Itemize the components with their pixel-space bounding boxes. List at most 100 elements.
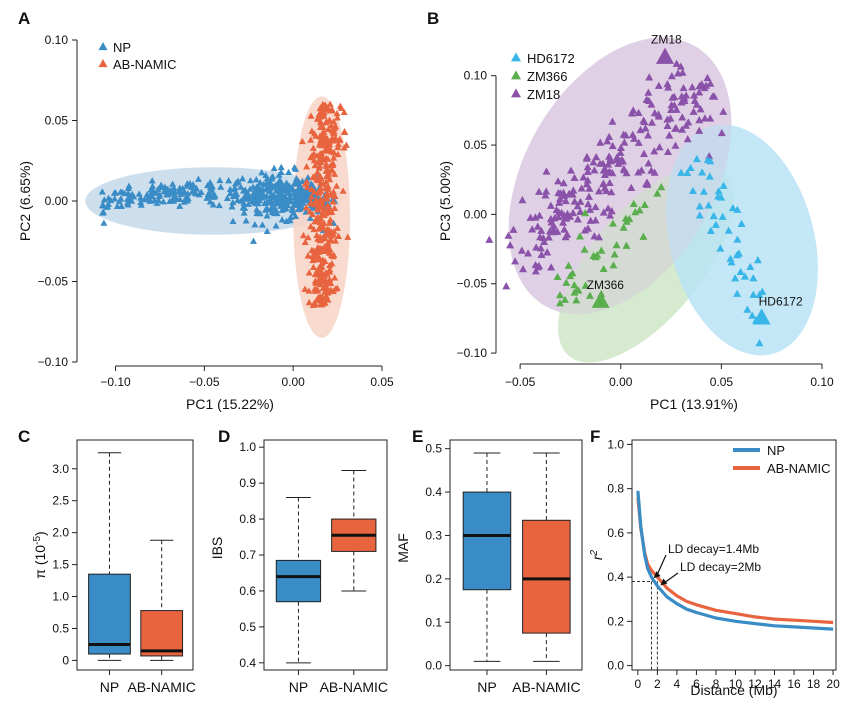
point-zm18 xyxy=(599,179,608,187)
point-zm18 xyxy=(674,69,683,77)
point-np xyxy=(117,202,125,210)
panel-e: E 0.0 0.1 0.2 0.3 0.4 0.5 NP AB-NAMIC MAF xyxy=(395,427,583,695)
point-np xyxy=(294,205,302,213)
point-zm366 xyxy=(597,246,606,254)
xtick-label-f: 2 xyxy=(654,677,661,691)
point-np xyxy=(237,183,245,190)
point-zm18 xyxy=(569,186,578,194)
annotation-label: LD decay=2Mb xyxy=(680,560,761,574)
point-ab-namic xyxy=(324,296,332,303)
point-zm18 xyxy=(627,109,636,117)
point-ab-namic xyxy=(299,231,307,239)
point-zm18 xyxy=(583,163,592,171)
point-np xyxy=(292,175,300,182)
point-ab-namic xyxy=(312,132,320,139)
y-axis-title-sup: 2 xyxy=(589,549,600,556)
point-np xyxy=(237,197,245,204)
point-zm18 xyxy=(690,96,699,104)
point-np xyxy=(263,227,271,235)
point-ab-namic xyxy=(333,284,341,291)
point-zm18 xyxy=(644,96,653,104)
point-ab-namic xyxy=(301,285,309,292)
point-ab-namic xyxy=(324,289,332,296)
point-zm366 xyxy=(599,264,608,273)
panel-d: D 0.4 0.5 0.6 0.7 0.8 0.9 1.0 NP AB-NAMIC IBS xyxy=(209,427,388,695)
point-zm18 xyxy=(678,125,687,133)
x-axis-title-b: PC1 (13.91%) xyxy=(650,396,738,412)
point-np xyxy=(159,198,167,205)
point-np xyxy=(270,164,278,172)
annotation-arrowhead xyxy=(660,578,668,586)
annotation-label: LD decay=1.4Mb xyxy=(668,542,759,556)
y-axis-title-a: PC2 (6.65%) xyxy=(17,161,33,241)
point-np xyxy=(111,195,119,202)
ytick-label-d: 0.4 xyxy=(239,656,256,670)
point-zm18 xyxy=(511,257,520,265)
x-axis-title-a: PC1 (15.22%) xyxy=(186,396,274,412)
point-ab-namic xyxy=(317,184,325,192)
point-zm366 xyxy=(635,206,644,214)
point-zm18 xyxy=(608,117,617,125)
point-hd6172 xyxy=(749,274,758,282)
point-zm18 xyxy=(543,248,552,256)
point-np xyxy=(291,193,299,201)
point-zm18 xyxy=(509,225,518,233)
point-zm18 xyxy=(636,125,645,134)
point-ab-namic xyxy=(330,154,338,161)
point-np xyxy=(264,184,272,192)
point-ab-namic xyxy=(318,224,326,231)
ytick-label-f: 0.8 xyxy=(607,482,624,496)
point-ab-namic xyxy=(310,150,318,157)
y-axis-title-main: r xyxy=(589,554,605,560)
box-np xyxy=(88,452,131,661)
category-label-e: NP xyxy=(477,679,496,695)
point-zm18 xyxy=(650,168,659,176)
point-ab-namic xyxy=(320,283,328,290)
point-ab-namic xyxy=(328,126,336,133)
ytick-label-b: 0.10 xyxy=(464,69,488,83)
point-hd6172 xyxy=(755,338,764,347)
point-zm18 xyxy=(537,250,546,258)
ytick-label-c: 2.5 xyxy=(52,494,69,508)
point-hd6172 xyxy=(733,289,742,297)
point-zm18 xyxy=(639,149,648,157)
point-zm18 xyxy=(640,117,649,126)
point-zm18 xyxy=(570,197,579,205)
point-np xyxy=(100,196,108,203)
box-iqr xyxy=(275,559,322,603)
point-zm366 xyxy=(589,251,598,259)
point-zm18 xyxy=(663,80,672,88)
point-np xyxy=(285,168,293,176)
panel-letter-b: B xyxy=(427,9,439,28)
point-zm18 xyxy=(559,179,568,187)
point-ab-namic xyxy=(309,263,317,271)
point-zm18 xyxy=(594,233,603,241)
point-np xyxy=(156,191,164,198)
point-zm18 xyxy=(605,152,614,160)
point-zm366 xyxy=(555,299,564,307)
point-zm18 xyxy=(664,83,673,91)
xtick-label-f: 8 xyxy=(713,677,720,691)
point-ab-namic xyxy=(301,180,309,187)
point-zm18 xyxy=(676,62,685,70)
point-zm366 xyxy=(622,241,631,249)
point-np xyxy=(276,184,284,192)
y-axis-title-close: ) xyxy=(32,531,48,536)
point-zm18 xyxy=(663,115,672,123)
point-np xyxy=(197,188,205,196)
point-np xyxy=(166,197,174,205)
point-zm366 xyxy=(560,295,569,303)
ytick-label-c: 1.5 xyxy=(52,558,69,572)
panel-b: B HD6172 ZM366 ZM18 −0.10 −0.05 0.00 0.05 0.10 −0… xyxy=(427,9,834,412)
plot-frame-e xyxy=(449,439,583,671)
plot-frame-c xyxy=(76,439,194,671)
point-ab-namic xyxy=(322,178,330,185)
point-np xyxy=(216,176,224,184)
panel-letter-e: E xyxy=(412,427,423,446)
point-zm18 xyxy=(554,177,563,185)
legend-label-f: NP xyxy=(767,443,785,458)
point-np xyxy=(217,183,225,190)
point-hd6172 xyxy=(718,212,727,220)
ytick-label-c: 2.0 xyxy=(52,526,69,540)
point-np xyxy=(252,176,260,183)
